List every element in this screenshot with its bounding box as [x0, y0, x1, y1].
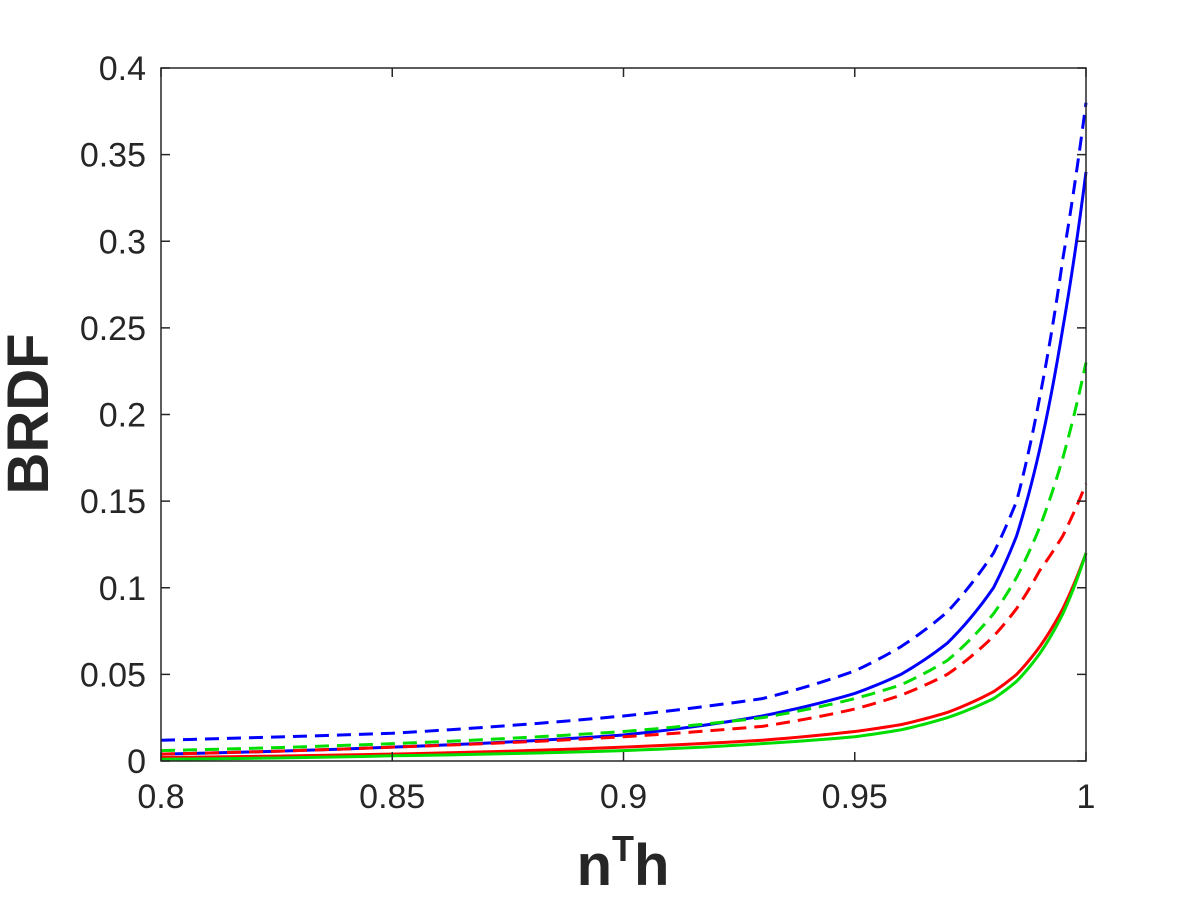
y-tick-label: 0.05	[80, 656, 146, 694]
y-tick-label: 0.4	[99, 50, 146, 88]
ticks-layer	[160, 67, 1087, 762]
series-line-1-solid	[160, 171, 1088, 756]
x-tick-label: 1	[1077, 778, 1096, 816]
x-axis-title-sup: T	[612, 828, 634, 869]
series-line-3-solid	[160, 552, 1088, 761]
series-layer	[160, 102, 1088, 761]
x-axis-title: nTh	[577, 828, 670, 898]
y-tick-label: 0	[127, 743, 146, 781]
x-tick-label: 0.85	[359, 778, 425, 816]
y-tick-label: 0.15	[80, 483, 146, 521]
x-tick-label: 0.95	[822, 778, 888, 816]
x-tick-label: 0.9	[600, 778, 647, 816]
y-tick-label: 0.35	[80, 137, 146, 175]
series-line-6-dashed	[160, 483, 1088, 756]
x-tick-labels: 0.8 0.85 0.9 0.95 1	[137, 778, 1095, 816]
y-tick-label: 0.3	[99, 223, 146, 261]
y-tick-label: 0.1	[99, 570, 146, 608]
y-tick-label: 0.2	[99, 397, 146, 435]
series-line-2-solid	[160, 552, 1088, 760]
y-tick-labels: 0 0.05 0.1 0.15 0.2 0.25 0.3 0.35 0.4	[80, 50, 146, 781]
x-axis-title-base: n	[577, 833, 612, 898]
x-tick-label: 0.8	[137, 778, 184, 816]
x-axis-title-rest: h	[634, 833, 669, 898]
series-line-5-dashed	[160, 362, 1088, 753]
y-tick-label: 0.25	[80, 310, 146, 348]
axes-box	[160, 67, 1087, 762]
series-line-4-dashed	[160, 102, 1088, 742]
y-axis-title: BRDF	[0, 333, 61, 494]
